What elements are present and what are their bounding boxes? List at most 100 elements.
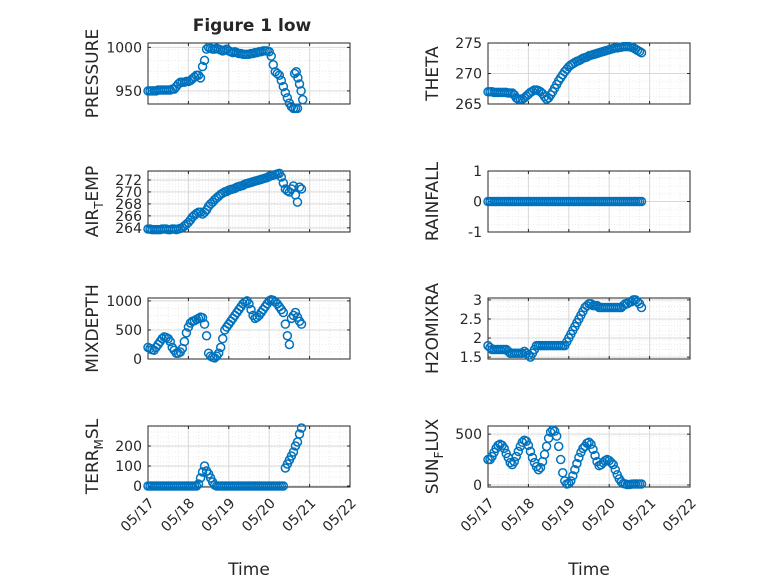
data-point — [199, 461, 210, 471]
figure-title: Figure 1 low — [193, 16, 312, 36]
y-tick-label: 1 — [473, 164, 482, 180]
data-points — [143, 423, 307, 491]
data-point — [213, 348, 224, 358]
data-point — [636, 302, 647, 313]
data-point — [292, 103, 303, 114]
axes-frame — [147, 42, 351, 105]
y-tick-label: 100 — [115, 459, 142, 475]
data-point — [499, 443, 509, 454]
data-point — [294, 429, 305, 439]
data-points — [143, 42, 308, 114]
data-points — [483, 41, 647, 104]
data-point — [296, 184, 307, 194]
data-point — [244, 299, 254, 309]
data-point — [278, 307, 289, 318]
data-point — [246, 304, 256, 315]
data-point — [636, 48, 647, 58]
data-point — [527, 452, 538, 463]
y-tick-label: 1000 — [106, 294, 142, 310]
y-tick-label: 264 — [115, 221, 142, 237]
data-point — [157, 333, 167, 344]
data-point — [193, 70, 204, 80]
y-tick-label: -1 — [468, 225, 482, 241]
data-point — [199, 319, 210, 329]
y-tick-label: 0 — [133, 352, 142, 368]
data-point — [288, 447, 299, 457]
y-tick-label: 200 — [115, 439, 142, 455]
data-point — [280, 87, 291, 98]
data-point — [636, 196, 647, 207]
y-axis-label: MIXDEPTH — [83, 284, 103, 373]
x-axis-label: Time — [227, 560, 270, 580]
subplot-rainfall: -1 0 1 RAINFALL — [423, 161, 691, 241]
y-tick-label: 1000 — [106, 40, 142, 56]
axes-frame — [147, 170, 351, 233]
y-tick-label: 272 — [115, 173, 142, 189]
data-point — [539, 91, 550, 102]
data-point — [505, 457, 515, 468]
data-point — [217, 333, 228, 344]
data-points — [143, 168, 307, 235]
data-point — [570, 464, 580, 475]
data-point — [280, 319, 291, 329]
data-point — [553, 441, 564, 452]
data-point — [293, 73, 303, 83]
subplot-h2omixra: 1.5 2 2.5 3 H2OMIXRA — [423, 283, 691, 374]
y-tick-label: 500 — [455, 427, 482, 443]
data-point — [191, 481, 202, 491]
data-point — [608, 459, 618, 470]
data-point — [606, 457, 616, 468]
y-tick-label: 500 — [115, 323, 142, 339]
data-point — [197, 313, 208, 323]
data-point — [195, 207, 206, 218]
y-axis-label: PRESSURE — [83, 29, 103, 118]
y-axis-label: AIRTEMP — [83, 166, 106, 237]
data-point — [284, 339, 295, 350]
data-point — [272, 68, 283, 79]
data-points — [483, 295, 647, 362]
y-tick-label: 270 — [455, 67, 482, 83]
data-point — [297, 94, 308, 105]
data-point — [282, 331, 293, 341]
data-point — [533, 464, 544, 475]
data-point — [165, 336, 175, 347]
y-tick-label: 268 — [115, 197, 142, 213]
data-point — [525, 446, 536, 457]
y-tick-label: 265 — [455, 97, 482, 113]
data-point — [509, 456, 520, 467]
data-point — [586, 439, 596, 450]
y-tick-label: 0 — [473, 195, 482, 211]
data-point — [572, 458, 582, 469]
data-point — [549, 426, 560, 436]
data-point — [517, 348, 528, 359]
y-tick-label: 1.5 — [460, 350, 482, 366]
data-point — [278, 81, 289, 92]
data-point — [588, 444, 598, 455]
data-point — [197, 61, 208, 72]
y-tick-label: 266 — [115, 209, 142, 225]
y-axis-label: RAINFALL — [423, 161, 443, 241]
y-tick-label: 0 — [133, 479, 142, 495]
data-point — [513, 446, 524, 457]
data-point — [278, 178, 289, 188]
data-point — [568, 471, 578, 481]
data-point — [181, 328, 192, 338]
data-point — [201, 331, 212, 341]
data-point — [276, 75, 287, 86]
data-point — [555, 454, 566, 465]
y-tick-label: 3 — [473, 293, 482, 309]
y-axis-label: THETA — [423, 46, 443, 102]
data-point — [296, 423, 307, 433]
data-point — [590, 450, 600, 461]
data-point — [610, 464, 621, 475]
data-point — [282, 93, 293, 103]
data-points — [483, 425, 647, 490]
data-point — [296, 319, 307, 329]
y-axis-label: TERRMSL — [83, 418, 106, 495]
y-tick-label: 0 — [473, 478, 482, 494]
